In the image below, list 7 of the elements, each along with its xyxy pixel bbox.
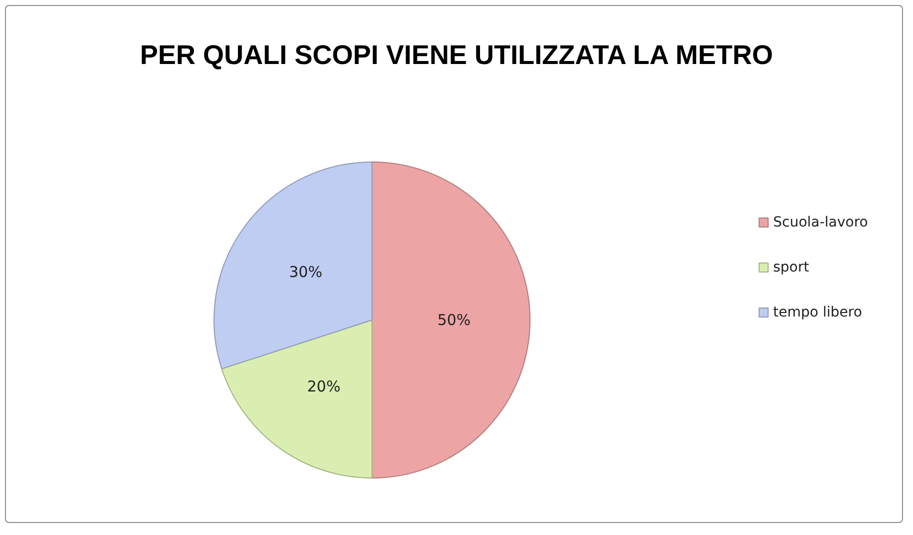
legend-label: Scuola-lavoro bbox=[773, 214, 868, 230]
legend-label: tempo libero bbox=[773, 304, 862, 320]
chart-title: PER QUALI SCOPI VIENE UTILIZZATA LA METRO bbox=[140, 40, 773, 70]
legend-label: sport bbox=[773, 260, 810, 276]
data-label: 20% bbox=[307, 377, 340, 396]
data-label: 30% bbox=[288, 262, 322, 281]
data-label: 50% bbox=[437, 311, 471, 329]
